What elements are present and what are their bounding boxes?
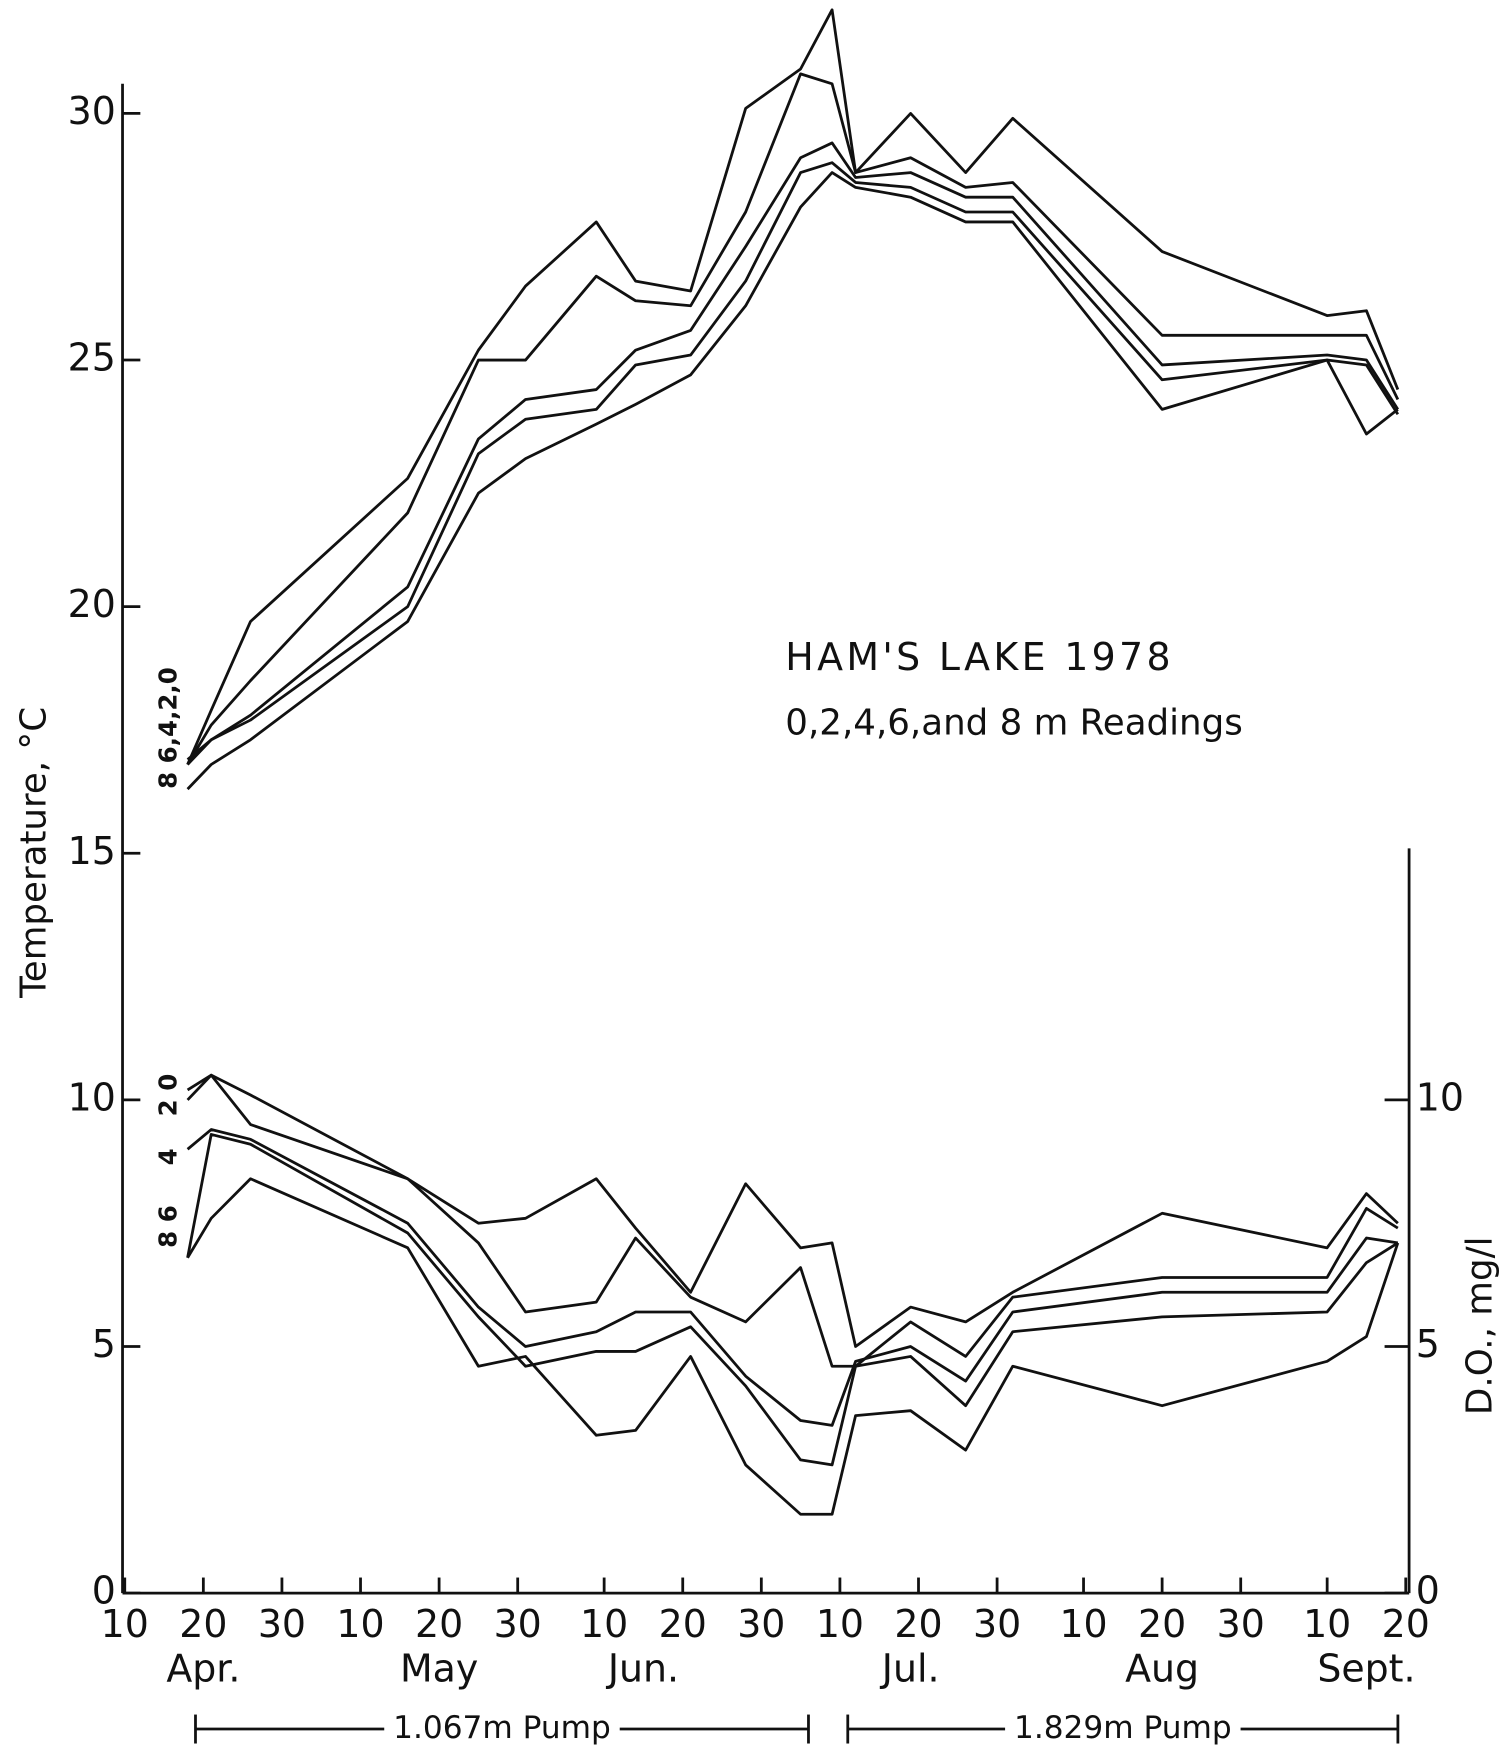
month-label: Aug [1125,1647,1199,1691]
pump-label: 1.067m Pump [393,1710,611,1746]
x-tick-label: 10 [580,1602,628,1646]
x-tick-label: 10 [101,1602,149,1646]
x-tick-label: 10 [1303,1602,1351,1646]
y-tick-label: 0 [92,1569,116,1613]
month-label: Sept. [1317,1647,1415,1691]
line-label: 2 0 [153,1074,182,1117]
x-tick-label: 10 [1059,1602,1107,1646]
x-tick-label: 20 [179,1602,227,1646]
x-tick-label: 20 [1382,1602,1430,1646]
y-axis-title: Temperature, °C [14,707,55,999]
data-line [186,1073,1399,1368]
line-label: 8 6 [153,1205,182,1248]
x-tick-label: 20 [659,1602,707,1646]
chart-subtitle: 0,2,4,6,and 8 m Readings [785,702,1243,743]
data-line [186,1073,1399,1348]
x-tick-label: 30 [737,1602,785,1646]
month-label: Jun. [606,1647,679,1691]
data-line [186,1128,1399,1427]
x-tick-label: 30 [258,1602,306,1646]
x-tick-label: 20 [415,1602,463,1646]
x-tick-label: 30 [1217,1602,1265,1646]
data-line [186,171,1399,791]
x-tick-label: 30 [973,1602,1021,1646]
pump-label: 1.829m Pump [1014,1710,1232,1746]
y2-axis-title: D.O., mg/l [1459,1237,1500,1416]
line-label: 8 6,4,2,0 [153,667,182,789]
chart-title: HAM'S LAKE 1978 [785,635,1174,679]
y-tick-label: 20 [68,582,116,626]
y-tick-label: 30 [68,89,116,133]
x-tick-label: 10 [336,1602,384,1646]
month-label: Apr. [166,1647,240,1691]
data-line [186,72,1400,766]
y2-tick-label: 0 [1416,1569,1440,1613]
y2-tick-label: 10 [1416,1075,1464,1119]
data-line [186,161,1400,761]
data-line [186,1177,1400,1516]
y2-tick-label: 5 [1416,1322,1440,1366]
y-tick-label: 5 [92,1322,116,1366]
y-tick-label: 25 [68,336,116,380]
y-tick-label: 15 [68,829,116,873]
data-line [186,141,1400,766]
x-tick-label: 20 [894,1602,942,1646]
y-tick-label: 10 [68,1075,116,1119]
month-label: Jul. [880,1647,940,1691]
line-label: 4 [153,1148,182,1165]
x-tick-label: 30 [494,1602,542,1646]
x-tick-label: 10 [816,1602,864,1646]
month-label: May [400,1647,478,1691]
x-tick-label: 20 [1138,1602,1186,1646]
data-line [186,8,1400,766]
data-line [186,1133,1399,1467]
